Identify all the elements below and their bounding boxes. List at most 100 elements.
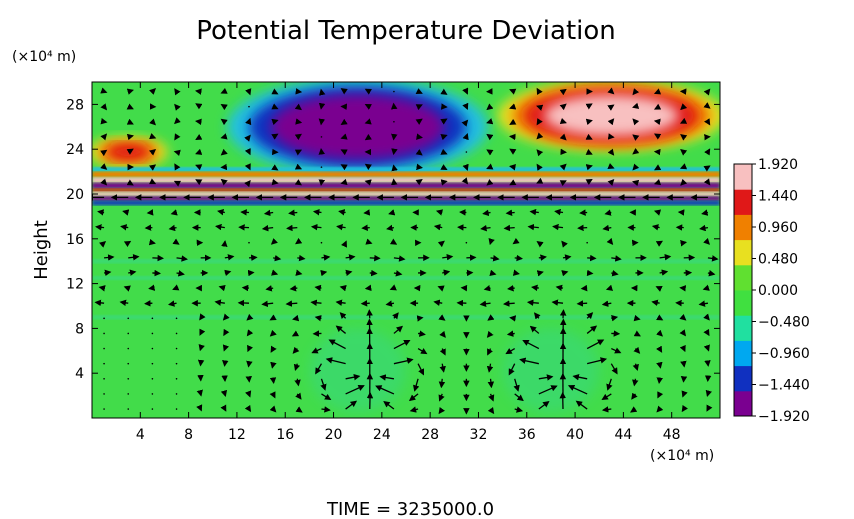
- wind-vector: [246, 313, 254, 321]
- wind-vector: [586, 241, 588, 244]
- wind-vector: [522, 339, 540, 350]
- wind-vector: [487, 378, 495, 389]
- wind-vector: [151, 393, 154, 395]
- wind-vector: [536, 104, 544, 111]
- wind-vector: [195, 88, 202, 95]
- wind-vector: [509, 179, 517, 186]
- wind-vector: [699, 224, 709, 232]
- wind-vector: [462, 133, 469, 141]
- colorbar-tick-label: 0.000: [758, 283, 798, 299]
- plot-frame: [91, 81, 721, 419]
- wind-vector: [489, 269, 497, 277]
- wind-vector: [392, 312, 399, 320]
- wind-vector: [462, 163, 469, 171]
- wind-vector: [509, 103, 517, 110]
- wind-vector: [127, 362, 130, 365]
- wind-vector: [415, 179, 423, 186]
- wind-vector: [632, 179, 640, 187]
- wind-vector: [506, 330, 515, 337]
- wind-vector: [559, 163, 567, 171]
- wind-vector: [295, 237, 303, 245]
- wind-vector: [149, 118, 157, 126]
- wind-vector: [335, 325, 347, 334]
- wind-vector: [270, 237, 278, 245]
- wind-vector: [561, 240, 568, 248]
- wind-vector: [486, 133, 494, 141]
- wind-vector: [442, 269, 451, 276]
- wind-vector: [271, 133, 279, 140]
- wind-vector: [659, 269, 669, 276]
- wind-vector: [680, 148, 688, 156]
- colorbar-tick-label: 0.480: [758, 252, 798, 268]
- wind-vector: [655, 240, 664, 247]
- wind-vector: [100, 178, 108, 186]
- wind-vector: [151, 362, 154, 365]
- wind-vector: [465, 151, 468, 153]
- x-tick-label: 36: [518, 427, 536, 443]
- wind-vector: [289, 285, 298, 292]
- wind-vector: [706, 404, 713, 412]
- wind-vector: [244, 180, 251, 188]
- wind-vector: [559, 133, 567, 141]
- wind-vector: [487, 314, 495, 321]
- wind-vector: [151, 332, 154, 335]
- wind-vector: [607, 118, 615, 126]
- wind-vector: [173, 180, 182, 187]
- wind-vector: [413, 378, 420, 392]
- wind-vector: [632, 134, 640, 141]
- wind-vector: [505, 209, 515, 216]
- y-unit-label: (×10⁴ m): [12, 49, 76, 65]
- wind-vector: [220, 389, 228, 397]
- wind-vector: [389, 284, 397, 291]
- wind-vector: [100, 149, 108, 157]
- wind-vector: [433, 224, 443, 231]
- wind-vector: [551, 299, 564, 306]
- band-stripe: [92, 167, 720, 172]
- wind-vector: [340, 164, 348, 171]
- wind-vector: [415, 148, 423, 156]
- x-tick-label: 8: [184, 427, 193, 443]
- wind-vector: [503, 224, 515, 232]
- wind-vector: [435, 209, 444, 216]
- wind-vector: [681, 404, 688, 413]
- anomaly-contour: [543, 94, 679, 137]
- wind-vector: [559, 117, 567, 125]
- wind-vector: [509, 88, 517, 95]
- wind-vector: [461, 119, 469, 127]
- wind-vector: [393, 90, 395, 93]
- wind-vector: [509, 315, 517, 322]
- wind-vector: [270, 361, 277, 369]
- wind-vector: [633, 346, 641, 354]
- wind-vector: [126, 103, 134, 110]
- wind-vector: [633, 330, 641, 337]
- vortex-region: [502, 328, 600, 413]
- wind-vector: [607, 163, 615, 170]
- wind-vector: [261, 224, 274, 232]
- wind-vector: [606, 237, 614, 246]
- wind-vector: [579, 209, 588, 216]
- wind-vector: [701, 209, 709, 216]
- wind-vector: [103, 408, 105, 410]
- wind-vector: [127, 317, 130, 320]
- wind-vector: [486, 330, 494, 338]
- wind-vector: [601, 300, 612, 307]
- wind-vector: [151, 408, 154, 410]
- wind-vector: [552, 223, 564, 231]
- wind-vector: [176, 270, 185, 277]
- wind-vector: [315, 363, 323, 375]
- wind-vector: [314, 284, 322, 292]
- wind-vector: [416, 315, 424, 322]
- wind-vector: [602, 224, 612, 232]
- wind-vector: [408, 393, 419, 402]
- wind-vector: [320, 269, 328, 277]
- wind-vector: [656, 361, 663, 369]
- colorbar-tick-label: −0.480: [758, 315, 810, 331]
- wind-vector: [95, 224, 105, 231]
- wind-vector: [270, 269, 279, 276]
- wind-vector: [175, 362, 178, 365]
- wind-vector: [94, 299, 105, 307]
- colorbar-tick-label: 0.960: [758, 220, 798, 236]
- wind-vector: [680, 134, 688, 141]
- wind-vector: [261, 300, 274, 308]
- wind-vector: [513, 378, 520, 392]
